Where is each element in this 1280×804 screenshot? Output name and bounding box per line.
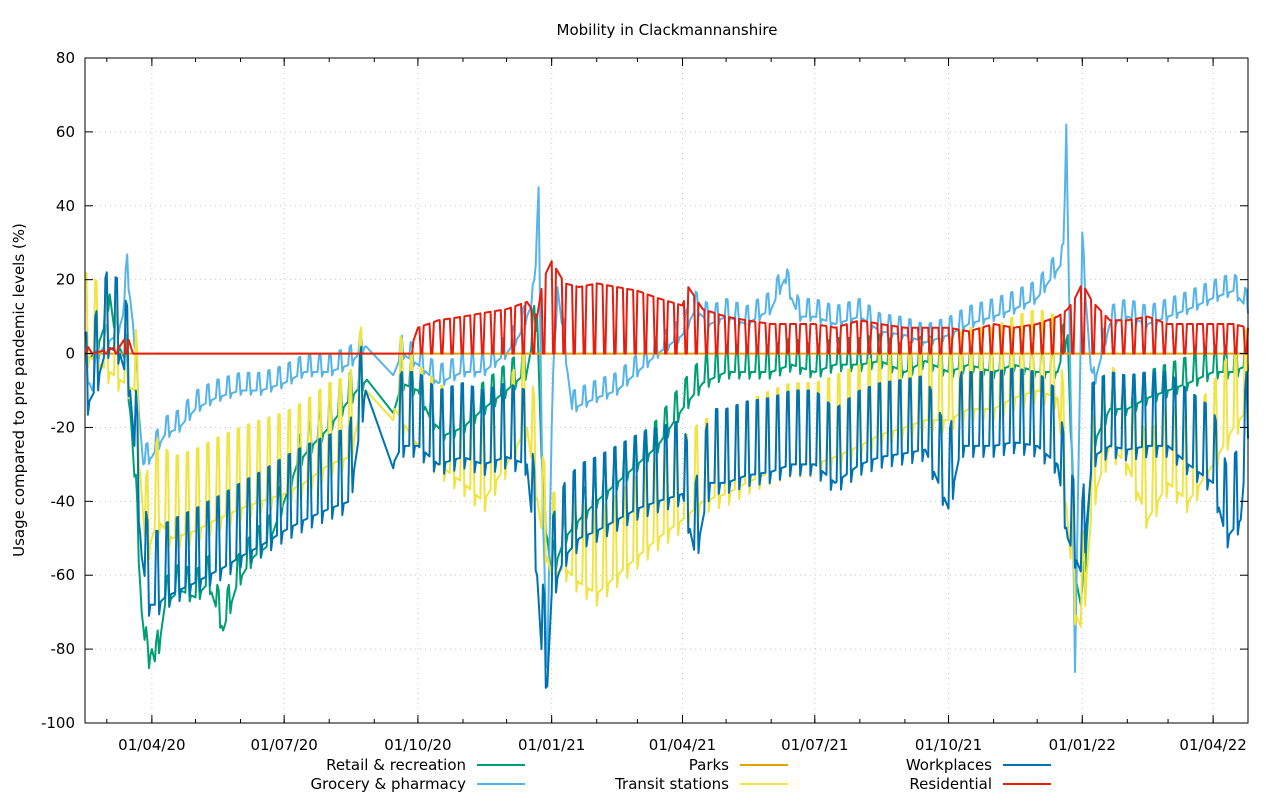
x-tick-label: 01/01/21 <box>518 736 585 754</box>
x-tick-label: 01/10/20 <box>384 736 451 754</box>
legend-label: Transit stations <box>614 775 729 793</box>
y-tick-label: 0 <box>65 345 75 363</box>
y-tick-label: 40 <box>56 197 75 215</box>
series-line-grocery-pharmacy <box>84 123 1249 673</box>
y-tick-label: 60 <box>56 123 75 141</box>
series-line-retail-recreation <box>84 286 1249 670</box>
chart-title: Mobility in Clackmannanshire <box>557 21 778 39</box>
y-tick-label: -80 <box>51 640 76 658</box>
y-tick-label: -20 <box>51 418 76 436</box>
y-tick-label: 20 <box>56 271 75 289</box>
axis-ticks: -100 -80 -60 -40 -20 0 20 40 60 80 01/04/20 01/07/2… <box>41 49 1248 754</box>
y-tick-label: -60 <box>51 566 76 584</box>
legend-entry: Grocery & pharmacy <box>311 775 525 793</box>
legend-entry: Residential <box>909 775 1051 793</box>
y-tick-label: -100 <box>41 714 75 732</box>
x-tick-label: 01/07/20 <box>250 736 317 754</box>
series-layer <box>84 123 1249 689</box>
legend-label: Parks <box>689 756 729 774</box>
grid <box>85 57 1248 724</box>
series-line-transit-stations <box>84 271 1249 628</box>
legend-entry: Workplaces <box>906 756 1051 774</box>
y-axis-label: Usage compared to pre pandemic levels (%… <box>10 223 28 557</box>
legend-label: Grocery & pharmacy <box>311 775 467 793</box>
plot-frame <box>84 57 1249 724</box>
series-line-workplaces <box>84 271 1249 689</box>
x-tick-label: 01/04/22 <box>1179 736 1246 754</box>
x-tick-label: 01/07/21 <box>781 736 848 754</box>
legend-entry: Retail & recreation <box>326 756 525 774</box>
x-tick-label: 01/04/20 <box>118 736 185 754</box>
x-tick-label: 01/04/21 <box>649 736 716 754</box>
legend-label: Residential <box>909 775 992 793</box>
y-tick-label: 80 <box>56 49 75 67</box>
legend-label: Retail & recreation <box>326 756 466 774</box>
x-tick-label: 01/01/22 <box>1049 736 1116 754</box>
legend-entry: Transit stations <box>614 775 788 793</box>
legend-entry: Parks <box>689 756 788 774</box>
series-line-residential <box>85 260 1249 355</box>
x-tick-label: 01/10/21 <box>915 736 982 754</box>
y-tick-label: -40 <box>51 492 76 510</box>
legend-label: Workplaces <box>906 756 992 774</box>
